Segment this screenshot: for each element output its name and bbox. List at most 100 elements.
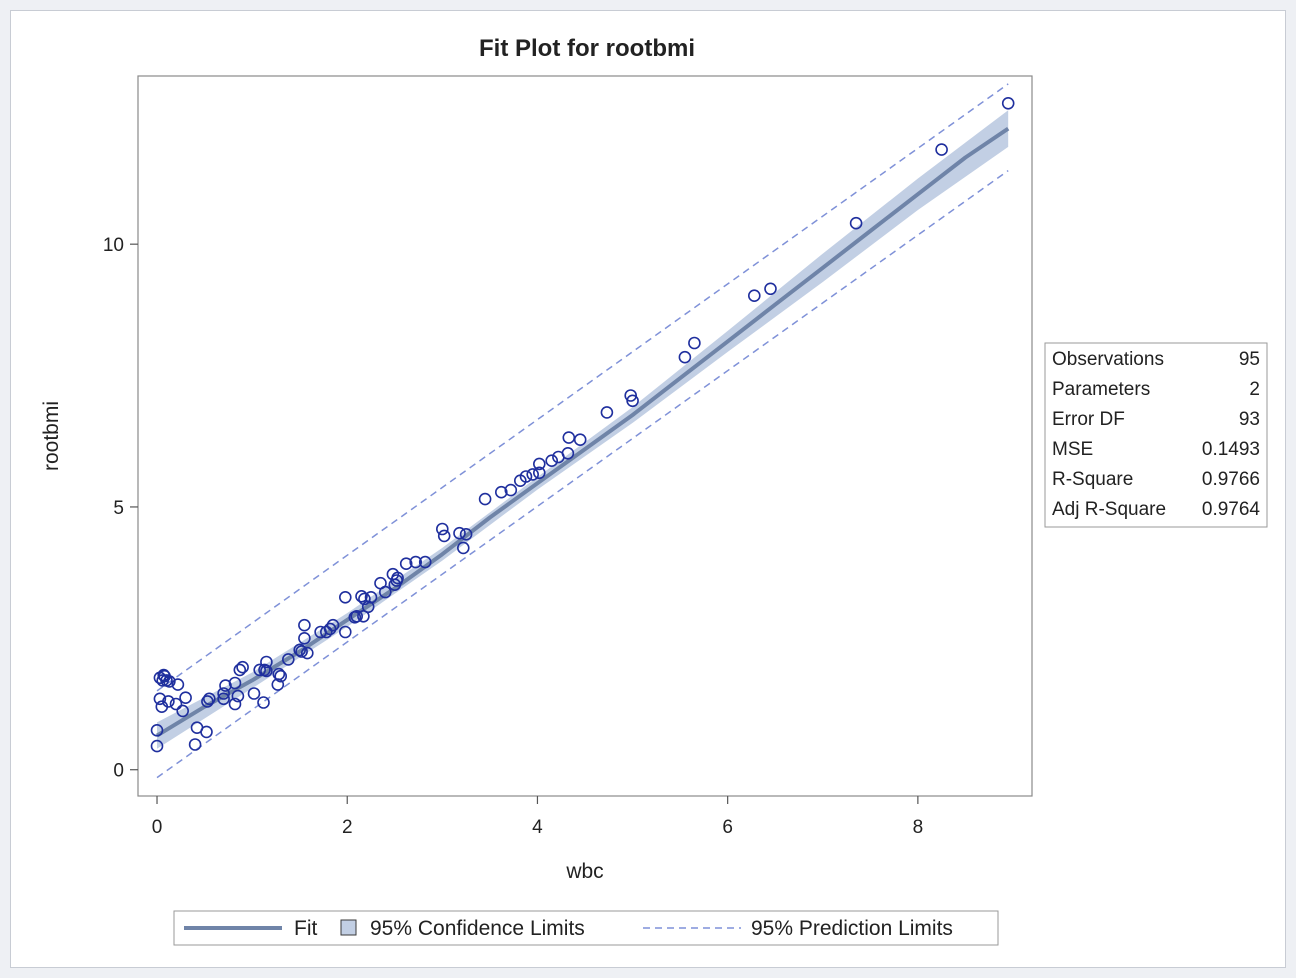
data-point xyxy=(260,664,273,678)
stat-label: Adj R-Square xyxy=(1052,499,1166,520)
data-point xyxy=(323,622,337,636)
data-point xyxy=(233,663,247,677)
data-point xyxy=(747,289,761,303)
data-point xyxy=(326,618,340,632)
data-point xyxy=(504,483,518,497)
data-point xyxy=(561,446,575,460)
data-point xyxy=(391,571,404,585)
data-point xyxy=(228,676,242,690)
data-point xyxy=(494,485,508,499)
data-point xyxy=(257,696,270,709)
data-point xyxy=(274,669,288,683)
x-tick-label: 8 xyxy=(913,817,924,838)
stat-label: R-Square xyxy=(1052,469,1133,490)
data-point xyxy=(409,555,423,569)
data-point xyxy=(171,678,185,691)
data-point xyxy=(319,625,333,639)
data-point xyxy=(519,470,533,483)
y-tick-label: 10 xyxy=(103,235,124,256)
data-point xyxy=(231,689,245,703)
fit-statistics-table: Observations 95 Parameters 2 Error DF 93 MSE 0.… xyxy=(1044,342,1268,528)
x-tick-label: 2 xyxy=(342,817,353,838)
data-point xyxy=(203,692,216,706)
data-point xyxy=(849,216,863,230)
legend-confidence-swatch xyxy=(340,919,357,936)
data-point xyxy=(435,522,449,536)
legend-confidence-label: 95% Confidence Limits xyxy=(370,917,585,940)
stat-value: 2 xyxy=(1249,379,1260,400)
data-point xyxy=(236,660,249,674)
stat-value: 95 xyxy=(1239,349,1260,370)
y-tick-label: 5 xyxy=(113,498,124,519)
fit-statistics-box xyxy=(1044,342,1268,528)
data-point xyxy=(188,738,202,751)
stat-label: Observations xyxy=(1052,349,1164,370)
data-point xyxy=(300,646,314,660)
data-point xyxy=(298,631,311,645)
data-point xyxy=(600,406,614,419)
legend-box xyxy=(173,910,999,946)
data-point xyxy=(532,457,546,471)
data-point xyxy=(162,695,175,708)
stat-value: 0.1493 xyxy=(1202,439,1260,460)
data-point xyxy=(1001,97,1015,110)
x-axis-label: wbc xyxy=(565,860,603,883)
data-point xyxy=(355,589,368,603)
data-point xyxy=(272,667,286,681)
data-point xyxy=(150,739,164,753)
data-point xyxy=(399,557,413,571)
data-point xyxy=(253,663,267,677)
chart-title: Fit Plot for rootbmi xyxy=(479,35,695,62)
data-point xyxy=(437,529,451,543)
data-point xyxy=(364,590,378,604)
data-point xyxy=(459,527,473,541)
legend: Fit 95% Confidence Limits 95% Prediction… xyxy=(173,910,999,946)
data-point xyxy=(378,585,392,599)
data-point xyxy=(217,692,230,706)
data-point xyxy=(217,687,230,700)
fit-line xyxy=(155,126,1010,738)
data-point xyxy=(179,691,192,705)
prediction-limit-upper xyxy=(156,83,1009,692)
prediction-limit-lower xyxy=(156,169,1009,779)
data-point xyxy=(526,468,540,481)
x-tick-label: 4 xyxy=(532,817,543,838)
data-point xyxy=(935,143,948,156)
data-point xyxy=(338,590,352,604)
x-tick-label: 0 xyxy=(152,817,163,838)
data-point xyxy=(298,618,311,632)
data-point xyxy=(200,725,213,739)
data-point xyxy=(153,692,167,706)
stat-label: Parameters xyxy=(1052,379,1150,400)
data-point xyxy=(764,282,777,296)
data-point xyxy=(247,687,261,700)
data-point xyxy=(176,704,189,718)
legend-prediction-label: 95% Prediction Limits xyxy=(751,917,953,940)
data-point xyxy=(624,389,638,402)
data-point xyxy=(545,454,559,468)
data-point xyxy=(453,526,466,540)
data-point xyxy=(532,466,546,480)
stat-label: Error DF xyxy=(1052,409,1125,430)
data-point xyxy=(260,655,273,669)
stat-label: MSE xyxy=(1052,439,1093,460)
data-point xyxy=(350,609,364,623)
data-point xyxy=(169,697,183,711)
data-point xyxy=(418,555,432,569)
y-tick-label: 0 xyxy=(113,761,124,782)
data-point xyxy=(163,675,176,688)
data-point xyxy=(478,492,492,506)
stat-value: 0.9766 xyxy=(1202,469,1260,490)
legend-fit-label: Fit xyxy=(294,917,317,940)
data-point xyxy=(201,695,214,708)
data-point xyxy=(150,723,164,737)
data-point xyxy=(626,394,639,408)
y-axis-label: rootbmi xyxy=(40,401,63,471)
data-point xyxy=(295,645,308,658)
data-point xyxy=(293,643,307,657)
data-point xyxy=(678,350,692,364)
data-point xyxy=(358,592,371,606)
x-tick-label: 6 xyxy=(722,817,733,838)
data-point xyxy=(688,336,701,350)
